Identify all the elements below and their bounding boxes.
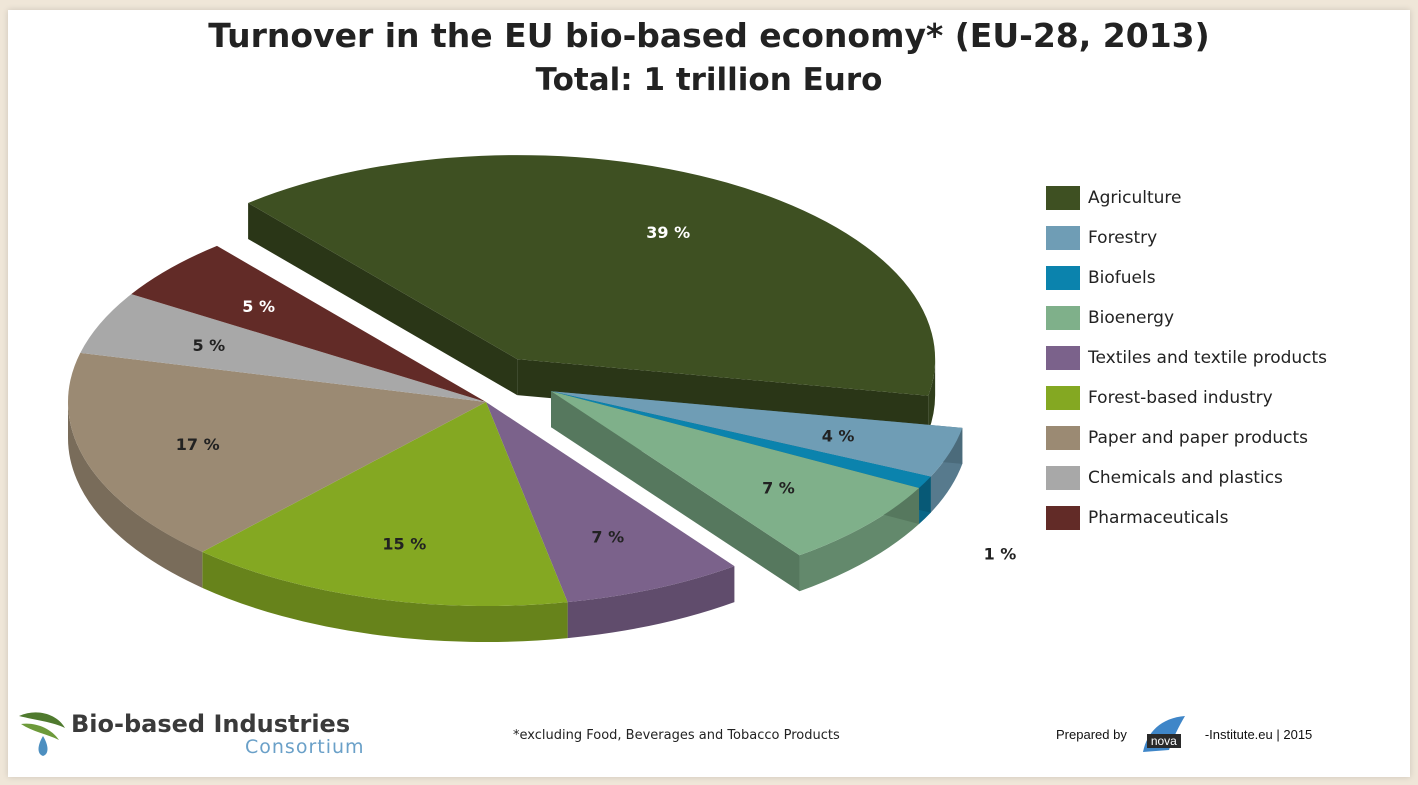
data-label-7: 5 %: [192, 336, 225, 355]
legend-label: Pharmaceuticals: [1088, 508, 1229, 528]
legend-label: Biofuels: [1088, 268, 1156, 288]
legend-swatch: [1046, 346, 1080, 370]
credit-suffix: -Institute.eu | 2015: [1204, 726, 1313, 742]
pie-rim-0: [928, 359, 936, 432]
pie-slice-agriculture: [248, 155, 936, 396]
legend-label: Textiles and textile products: [1088, 348, 1328, 368]
data-label-0: 39 %: [646, 223, 690, 242]
footnote: *excluding Food, Beverages and Tobacco P…: [513, 728, 840, 743]
legend-item: Forest-based industry: [1046, 378, 1327, 418]
legend-swatch: [1046, 506, 1080, 530]
data-label-5: 15 %: [382, 534, 426, 553]
leaf-drop-icon: [19, 712, 65, 756]
data-label-2: 1 %: [984, 544, 1017, 563]
legend-swatch: [1046, 386, 1080, 410]
data-label-8: 5 %: [242, 297, 275, 316]
pie-rim-4: [567, 566, 735, 639]
pie-labels: 39 % 4 % 1 % 7 % 7 % 15 % 17 % 5 % 5 %: [176, 223, 1017, 563]
bic-logo-name: Bio-based Industries: [71, 710, 351, 738]
legend-item: Textiles and textile products: [1046, 338, 1327, 378]
legend-item: Chemicals and plastics: [1046, 458, 1327, 498]
nova-logo: nova: [1133, 714, 1203, 754]
pie-slice-pharmaceuticals: [131, 245, 486, 402]
chart-title-block: Turnover in the EU bio-based economy* (E…: [8, 14, 1410, 102]
pie-tops: [67, 155, 963, 607]
chart-legend: Agriculture Forestry Biofuels Bioenergy Text…: [1046, 178, 1327, 538]
legend-swatch: [1046, 466, 1080, 490]
legend-item: Bioenergy: [1046, 298, 1327, 338]
pie-slice-paper-and-paper-products: [67, 352, 486, 552]
pie-slice-bioenergy: [551, 391, 920, 556]
legend-item: Forestry: [1046, 218, 1327, 258]
legend-swatch: [1046, 266, 1080, 290]
data-label-1: 4 %: [822, 426, 855, 445]
legend-swatch: [1046, 426, 1080, 450]
legend-label: Agriculture: [1088, 188, 1182, 208]
pie-rim-5: [202, 551, 568, 642]
pie-slice-textiles-and-textile-products: [486, 402, 735, 603]
legend-swatch: [1046, 226, 1080, 250]
legend-item: Pharmaceuticals: [1046, 498, 1327, 538]
data-label-6: 17 %: [176, 435, 220, 454]
bic-logo: Bio-based Industries Consortium: [13, 706, 373, 766]
legend-swatch: [1046, 306, 1080, 330]
pie-chart: 39 % 4 % 1 % 7 % 7 % 15 % 17 % 5 % 5 %: [67, 155, 1017, 642]
legend-label: Forestry: [1088, 228, 1158, 248]
legend-label: Bioenergy: [1088, 308, 1175, 328]
pie-slice-chemicals-and-plastics: [80, 294, 486, 402]
pie-face-3-1: [551, 391, 800, 592]
pie-rim-6: [67, 402, 203, 588]
credit-prefix: Prepared by: [1056, 726, 1127, 742]
pie-slice-forestry: [551, 391, 963, 477]
pie-face-0-0: [248, 202, 518, 396]
chart-subtitle: Total: 1 trillion Euro: [535, 62, 883, 98]
credit: Prepared by nova -Institute.eu | 2015: [1056, 714, 1312, 754]
legend-item: Paper and paper products: [1046, 418, 1327, 458]
pie-face-0-1: [517, 359, 929, 432]
legend-item: Agriculture: [1046, 178, 1327, 218]
legend-swatch: [1046, 186, 1080, 210]
legend-item: Biofuels: [1046, 258, 1327, 298]
slide: Turnover in the EU bio-based economy* (E…: [8, 10, 1410, 777]
nova-brand: nova: [1146, 734, 1181, 748]
chart-title: Turnover in the EU bio-based economy* (E…: [208, 16, 1210, 55]
pie-slice-forest-based-industry: [202, 402, 568, 607]
data-label-4: 7 %: [591, 527, 624, 546]
legend-label: Forest-based industry: [1088, 388, 1273, 408]
pie-slice-biofuels: [551, 391, 931, 489]
legend-label: Paper and paper products: [1088, 428, 1309, 448]
legend-label: Chemicals and plastics: [1088, 468, 1283, 488]
data-label-3: 7 %: [762, 478, 795, 497]
bic-logo-sub: Consortium: [245, 736, 365, 758]
